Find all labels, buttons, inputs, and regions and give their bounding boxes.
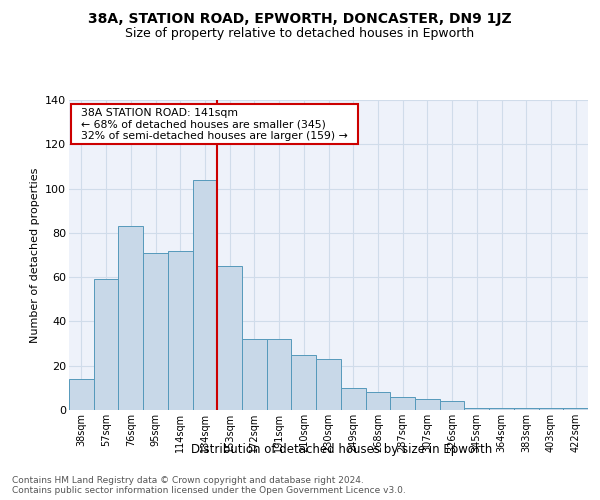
Text: 38A STATION ROAD: 141sqm  
  ← 68% of detached houses are smaller (345)  
  32% : 38A STATION ROAD: 141sqm ← 68% of detach… [74, 108, 355, 141]
Bar [440, 401, 464, 410]
Bar [118, 226, 143, 410]
Bar [539, 408, 563, 410]
Y-axis label: Number of detached properties: Number of detached properties [29, 168, 40, 342]
Text: Contains HM Land Registry data © Crown copyright and database right 2024.
Contai: Contains HM Land Registry data © Crown c… [12, 476, 406, 495]
Bar [489, 408, 514, 410]
Bar [514, 408, 539, 410]
Bar [464, 408, 489, 410]
Bar [242, 339, 267, 410]
Bar [267, 339, 292, 410]
Bar [415, 399, 440, 410]
Bar [390, 396, 415, 410]
Bar [563, 408, 588, 410]
Bar [94, 280, 118, 410]
Bar [193, 180, 217, 410]
Text: Size of property relative to detached houses in Epworth: Size of property relative to detached ho… [125, 28, 475, 40]
Bar [143, 253, 168, 410]
Bar [292, 354, 316, 410]
Bar [69, 379, 94, 410]
Bar [168, 250, 193, 410]
Bar [341, 388, 365, 410]
Bar [217, 266, 242, 410]
Bar [316, 359, 341, 410]
Text: Distribution of detached houses by size in Epworth: Distribution of detached houses by size … [191, 442, 493, 456]
Text: 38A, STATION ROAD, EPWORTH, DONCASTER, DN9 1JZ: 38A, STATION ROAD, EPWORTH, DONCASTER, D… [88, 12, 512, 26]
Bar [365, 392, 390, 410]
